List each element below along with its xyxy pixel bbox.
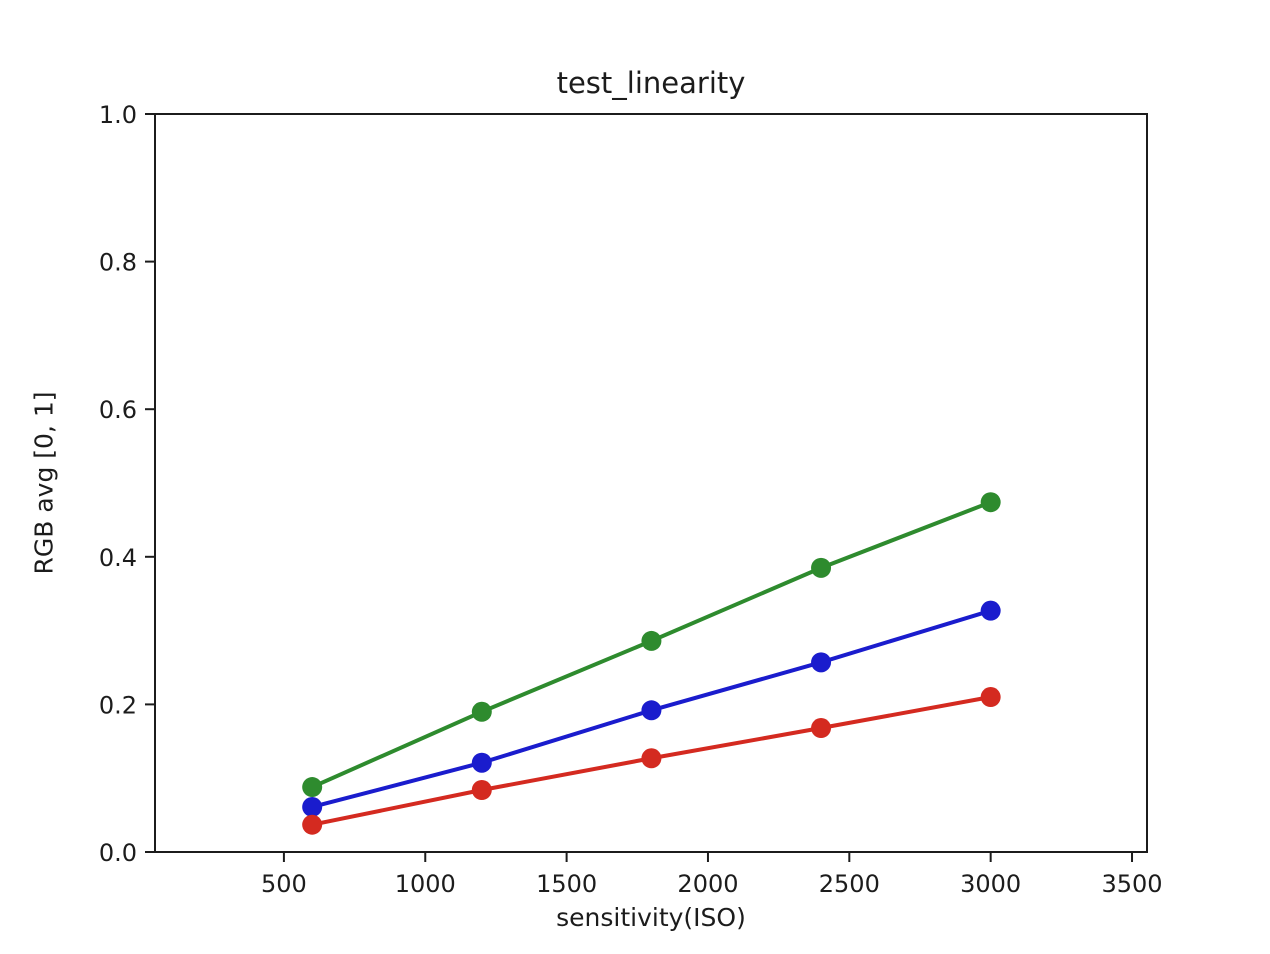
data-point-blue-channel [641, 700, 662, 721]
y-tick-label: 0.4 [99, 544, 137, 572]
y-tick-label: 0.6 [99, 396, 137, 424]
x-axis-label: sensitivity(ISO) [556, 903, 746, 932]
data-point-red-channel [811, 718, 832, 739]
y-tick-label: 0.0 [99, 839, 137, 867]
data-point-blue-channel [471, 752, 492, 773]
data-point-green-channel [980, 492, 1001, 513]
data-point-red-channel [641, 748, 662, 769]
data-point-green-channel [302, 777, 323, 798]
data-point-green-channel [641, 630, 662, 651]
chart-title: test_linearity [556, 66, 746, 100]
x-tick-label: 2500 [819, 870, 880, 898]
y-axis-label: RGB avg [0, 1] [29, 391, 59, 575]
x-tick-label: 500 [261, 870, 307, 898]
x-tick-label: 3500 [1101, 870, 1162, 898]
x-tick-label: 3000 [960, 870, 1021, 898]
data-point-blue-channel [811, 652, 832, 673]
data-point-blue-channel [980, 600, 1001, 621]
x-tick-label: 1000 [395, 870, 456, 898]
y-tick-label: 0.2 [99, 691, 137, 719]
data-point-green-channel [811, 557, 832, 578]
plot-frame [154, 113, 1148, 853]
data-point-red-channel [980, 687, 1001, 708]
data-point-green-channel [471, 701, 492, 722]
data-point-blue-channel [302, 796, 323, 817]
y-tick-label: 0.8 [99, 249, 137, 277]
y-tick-label: 1.0 [99, 101, 137, 129]
data-point-red-channel [471, 780, 492, 801]
x-tick-label: 2000 [677, 870, 738, 898]
data-point-red-channel [302, 814, 323, 835]
x-tick-label: 1500 [536, 870, 597, 898]
